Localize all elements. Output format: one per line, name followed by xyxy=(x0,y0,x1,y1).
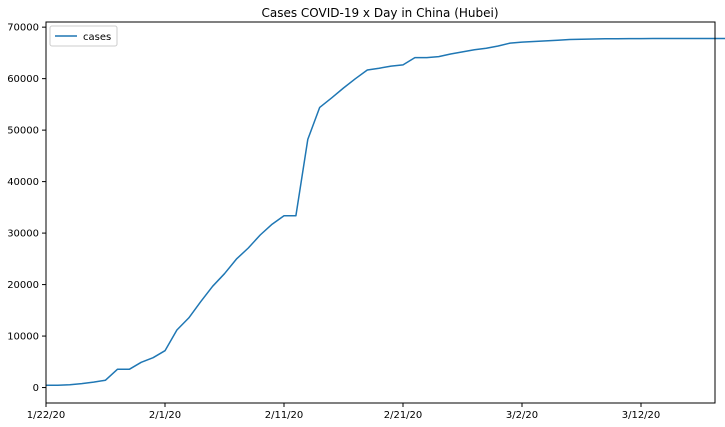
y-tick-label: 70000 xyxy=(7,23,39,34)
plot-frame xyxy=(45,21,716,404)
legend: cases xyxy=(49,25,118,47)
series-layer xyxy=(46,37,725,387)
x-tick-label: 2/11/20 xyxy=(265,410,304,421)
x-axis: 1/22/20 2/1/20 2/11/20 2/21/20 3/2/20 3/12/20 xyxy=(27,403,661,421)
x-tick-label: 3/2/20 xyxy=(506,410,538,421)
y-axis: 0 10000 20000 30000 40000 50000 60000 70000 xyxy=(7,23,46,394)
legend-box xyxy=(49,25,118,47)
y-tick-label: 10000 xyxy=(7,332,39,343)
y-tick-label: 40000 xyxy=(7,177,39,188)
x-tick-label: 1/22/20 xyxy=(27,410,66,421)
legend-label: cases xyxy=(83,32,111,43)
y-tick-label: 20000 xyxy=(7,280,39,291)
y-tick-label: 0 xyxy=(33,383,39,394)
x-tick-label: 2/21/20 xyxy=(384,410,423,421)
chart-title: Cases COVID-19 x Day in China (Hubei) xyxy=(261,6,498,20)
y-tick-label: 30000 xyxy=(7,229,39,240)
x-tick-label: 3/12/20 xyxy=(622,410,661,421)
series-line-cases xyxy=(46,37,725,387)
x-tick-label: 2/1/20 xyxy=(149,410,181,421)
y-tick-label: 50000 xyxy=(7,126,39,137)
y-tick-label: 60000 xyxy=(7,74,39,85)
